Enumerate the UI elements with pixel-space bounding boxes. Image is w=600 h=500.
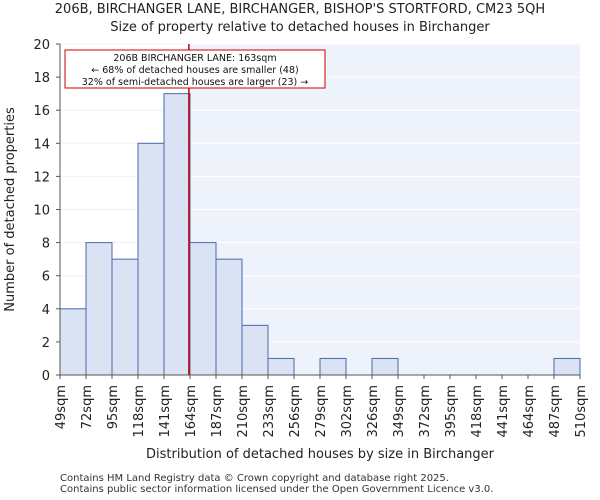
x-tick-label-279sqm: 279sqm	[314, 385, 329, 438]
x-tick-label-441sqm: 441sqm	[496, 385, 511, 438]
y-tick-label-8: 8	[42, 237, 50, 252]
annotation-box: 206B BIRCHANGER LANE: 163sqm ← 68% of de…	[64, 49, 326, 89]
x-tick-label-302sqm: 302sqm	[340, 385, 355, 438]
chart-title: 206B, BIRCHANGER LANE, BIRCHANGER, BISHO…	[54, 2, 546, 17]
bar-118sqm	[137, 142, 165, 376]
annotation-line-2: ← 68% of detached houses are smaller (48…	[91, 65, 298, 76]
x-tick-label-187sqm: 187sqm	[210, 385, 225, 438]
bar-326sqm	[371, 357, 399, 376]
x-tick-label-464sqm: 464sqm	[522, 385, 537, 438]
bar-233sqm	[267, 357, 295, 376]
annotation-line-1: 206B BIRCHANGER LANE: 163sqm	[113, 53, 276, 64]
x-tick-label-72sqm: 72sqm	[80, 385, 95, 429]
annotation-line-3: 32% of semi-detached houses are larger (…	[82, 77, 309, 88]
y-tick-label-18: 18	[33, 71, 50, 86]
x-tick-label-487sqm: 487sqm	[548, 385, 563, 438]
x-tick-label-164sqm: 164sqm	[184, 385, 199, 438]
histogram-chart: 0 2 4 6 8 10 12 14 16 18 20 49sqm 72sqm 95sqm 118sqm 1…	[3, 38, 589, 462]
y-tick-label-16: 16	[33, 104, 50, 119]
x-tick-label-349sqm: 349sqm	[392, 385, 407, 438]
x-tick-label-418sqm: 418sqm	[470, 385, 485, 438]
x-tick-label-326sqm: 326sqm	[366, 385, 381, 438]
x-tick-label-49sqm: 49sqm	[54, 385, 69, 429]
x-tick-labels: 49sqm 72sqm 95sqm 118sqm 141sqm 164sqm 187sqm 2…	[54, 375, 589, 438]
y-tick-label-0: 0	[42, 369, 50, 384]
chart-subtitle: Size of property relative to detached ho…	[110, 20, 490, 35]
y-tick-label-6: 6	[42, 270, 50, 285]
annotation-border	[64, 49, 326, 89]
x-tick-label-256sqm: 256sqm	[288, 385, 303, 438]
x-tick-label-510sqm: 510sqm	[574, 385, 589, 438]
bar-141sqm	[163, 93, 191, 376]
x-axis-label: Distribution of detached houses by size …	[146, 447, 495, 462]
x-tick-label-118sqm: 118sqm	[132, 385, 147, 438]
x-tick-label-141sqm: 141sqm	[158, 385, 173, 438]
x-tick-label-372sqm: 372sqm	[418, 385, 433, 438]
bar-49sqm	[59, 308, 87, 376]
y-axis-label: Number of detached properties	[3, 107, 18, 312]
bar-210sqm	[241, 324, 269, 376]
y-tick-label-4: 4	[42, 303, 50, 318]
x-tick-label-233sqm: 233sqm	[262, 385, 277, 438]
footer-licence: Contains public sector information licen…	[60, 484, 494, 495]
bar-487sqm	[553, 357, 581, 376]
footer-copyright: Contains HM Land Registry data © Crown c…	[60, 473, 449, 484]
bar-164sqm	[189, 242, 217, 376]
bar-279sqm	[319, 357, 347, 376]
y-tick-label-10: 10	[33, 204, 50, 219]
x-tick-label-395sqm: 395sqm	[444, 385, 459, 438]
y-tick-label-14: 14	[33, 137, 50, 152]
x-tick-label-95sqm: 95sqm	[106, 385, 121, 429]
y-tick-label-12: 12	[33, 170, 50, 185]
bar-187sqm	[215, 258, 243, 376]
y-tick-label-2: 2	[42, 336, 50, 351]
y-tick-labels: 0 2 4 6 8 10 12 14 16 18 20	[33, 38, 60, 384]
bar-95sqm	[111, 258, 139, 376]
y-tick-label-20: 20	[33, 38, 50, 53]
bar-72sqm	[85, 242, 113, 376]
bars-group	[59, 93, 581, 376]
x-tick-label-210sqm: 210sqm	[236, 385, 251, 438]
